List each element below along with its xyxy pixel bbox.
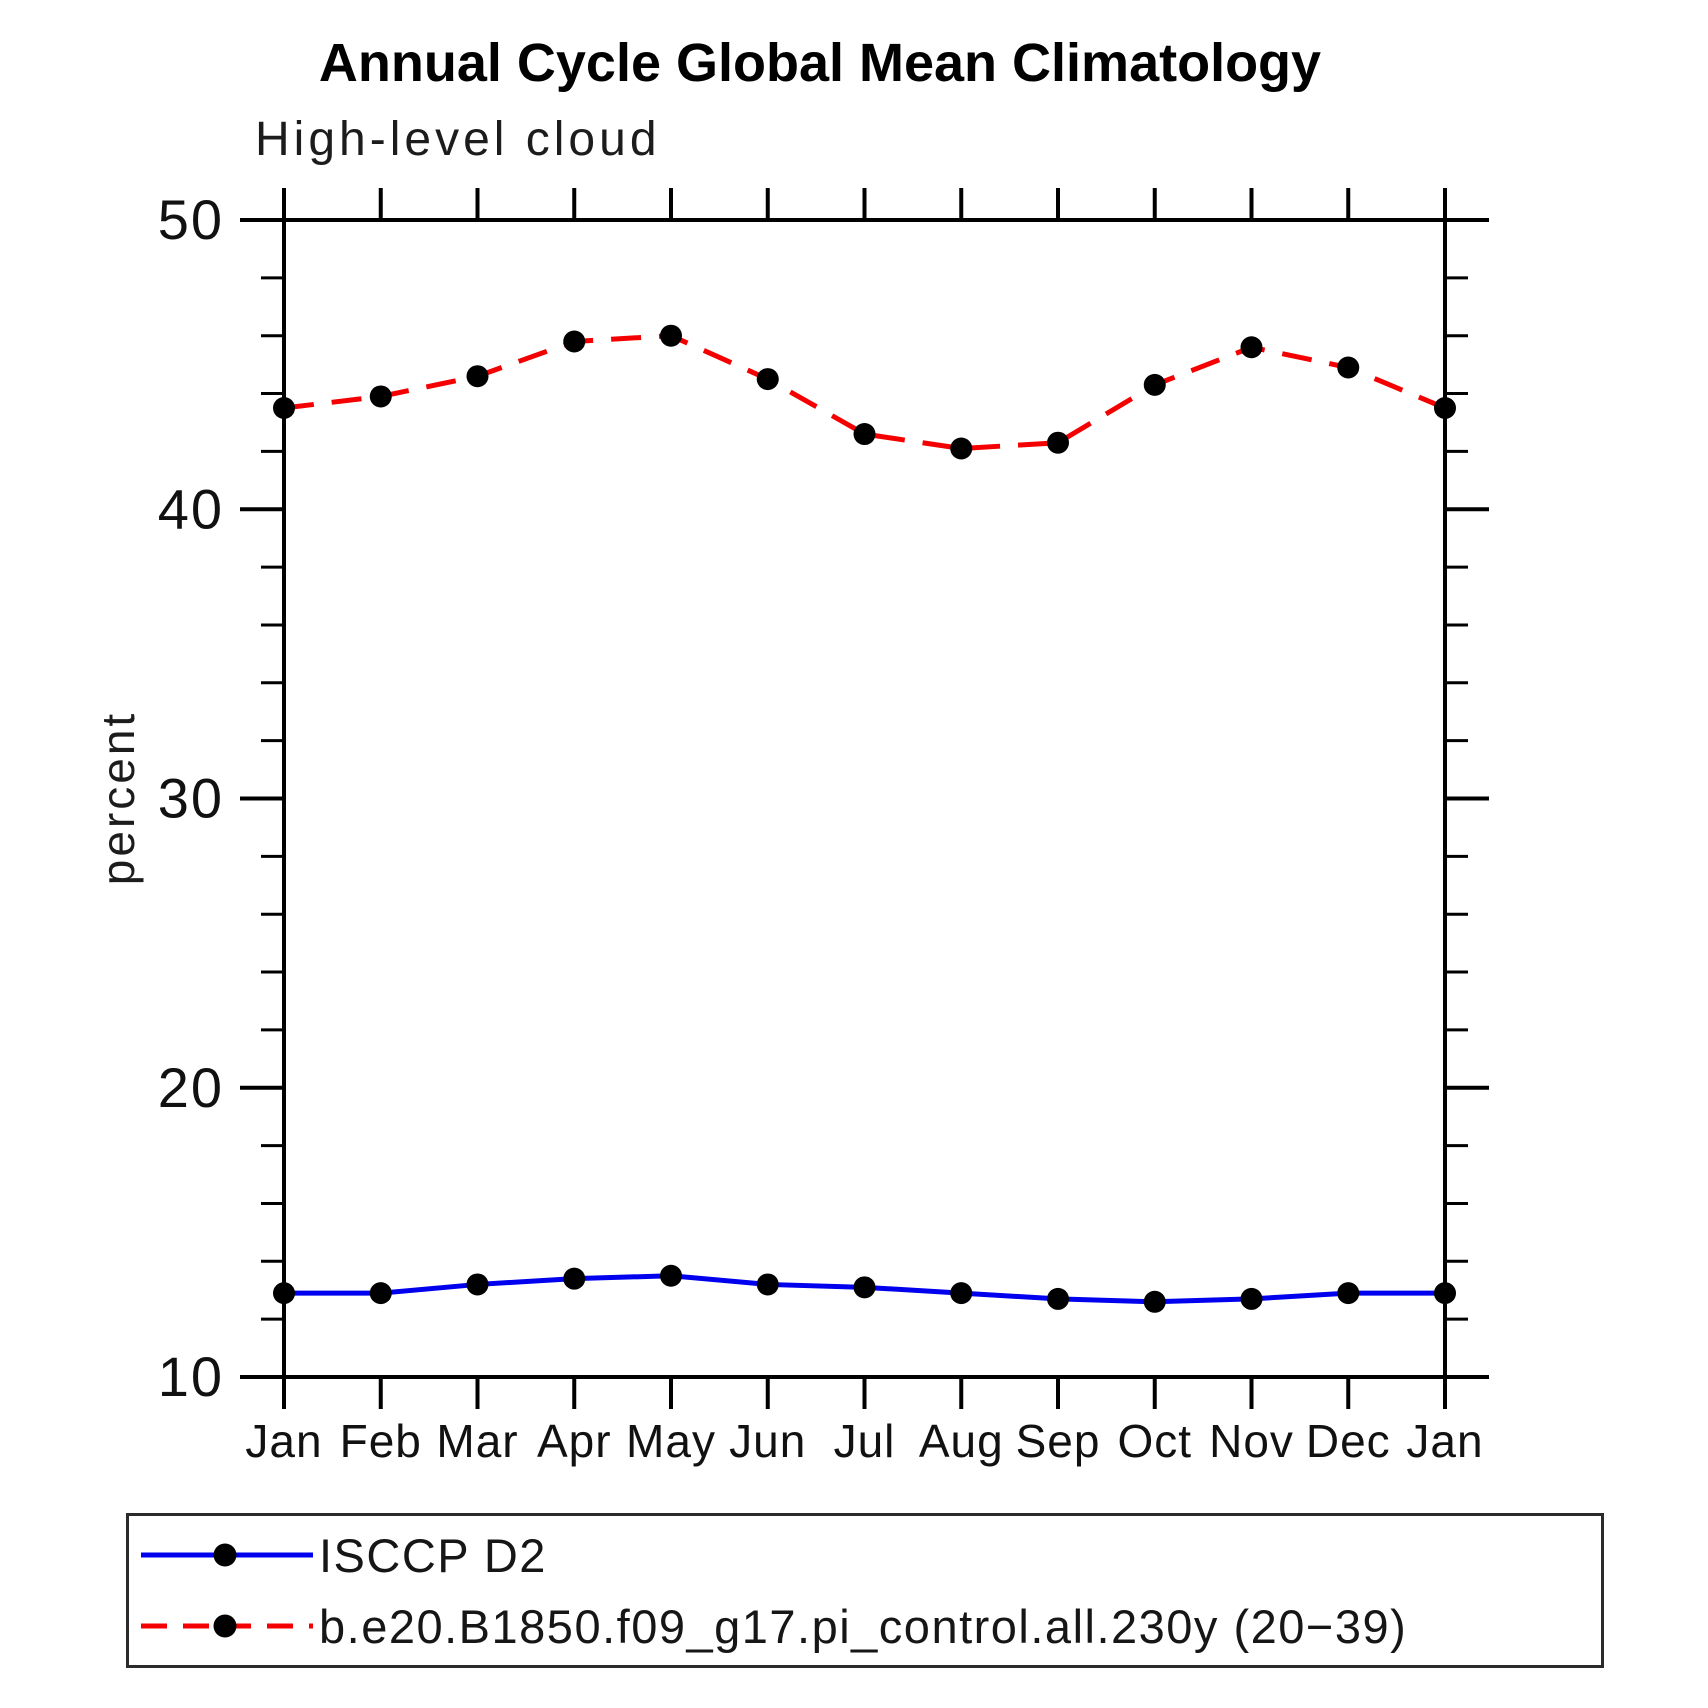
x-tick-label: Jul	[834, 1415, 896, 1467]
data-point-marker	[950, 437, 973, 460]
data-point-marker	[273, 1282, 295, 1305]
data-point-marker	[563, 1267, 586, 1290]
data-point-marker	[1143, 373, 1166, 396]
x-tick-label: Jan	[1406, 1415, 1483, 1467]
x-tick-label: Feb	[340, 1415, 422, 1467]
x-tick-label: Aug	[919, 1415, 1004, 1467]
y-tick-label: 10	[158, 1345, 224, 1408]
legend-label: b.e20.B1850.f09_g17.pi_control.all.230y …	[319, 1599, 1408, 1653]
legend-dashed-line-sample-icon	[141, 1614, 313, 1638]
x-tick-label: May	[626, 1415, 716, 1467]
plot-frame	[282, 218, 1447, 1379]
data-point-marker	[660, 324, 682, 347]
x-tick-label: Nov	[1209, 1415, 1294, 1467]
x-tick-label: Apr	[537, 1415, 612, 1467]
x-tick-label: Mar	[436, 1415, 518, 1467]
y-axis-label: percent	[92, 710, 144, 886]
legend-label: ISCCP D2	[319, 1528, 547, 1582]
y-tick-label: 30	[158, 767, 224, 830]
y-tick-label: 50	[158, 188, 224, 251]
legend: ISCCP D2 b.e20.B1850.f09_g17.pi_control.…	[126, 1513, 1604, 1668]
data-point-marker	[756, 368, 779, 391]
x-tick-label: Sep	[1016, 1415, 1101, 1467]
legend-line-sample-icon	[141, 1543, 313, 1567]
data-point-marker	[563, 330, 586, 353]
data-point-marker	[466, 1273, 489, 1296]
y-tick-label: 20	[158, 1056, 224, 1119]
data-point-marker	[853, 423, 876, 446]
data-point-marker	[1434, 397, 1456, 420]
data-point-marker	[1240, 336, 1263, 359]
data-point-marker	[1047, 1287, 1069, 1310]
x-tick-label: Jun	[729, 1415, 806, 1467]
legend-item-isccp-d2: ISCCP D2	[137, 1528, 1601, 1583]
data-point-marker	[466, 365, 489, 388]
data-point-marker	[1337, 356, 1360, 379]
legend-item-model-run: b.e20.B1850.f09_g17.pi_control.all.230y …	[137, 1599, 1601, 1654]
x-tick-label: Oct	[1117, 1415, 1192, 1467]
data-point-marker	[1143, 1290, 1166, 1313]
page-title: Annual Cycle Global Mean Climatology	[318, 33, 1322, 93]
x-tick-label: Jan	[245, 1415, 322, 1467]
data-point-marker	[369, 385, 392, 408]
y-tick-label: 40	[158, 477, 224, 540]
data-point-marker	[1434, 1282, 1456, 1305]
data-point-marker	[1240, 1287, 1263, 1310]
data-point-marker	[1047, 431, 1069, 454]
data-point-marker	[950, 1282, 973, 1305]
data-point-marker	[369, 1282, 392, 1305]
data-point-marker	[853, 1276, 876, 1299]
data-point-marker	[273, 397, 295, 420]
data-point-marker	[660, 1264, 682, 1287]
chart-subtitle: High-level cloud	[255, 113, 661, 166]
data-point-marker	[756, 1273, 779, 1296]
x-tick-label: Dec	[1306, 1415, 1391, 1467]
data-point-marker	[1337, 1282, 1360, 1305]
